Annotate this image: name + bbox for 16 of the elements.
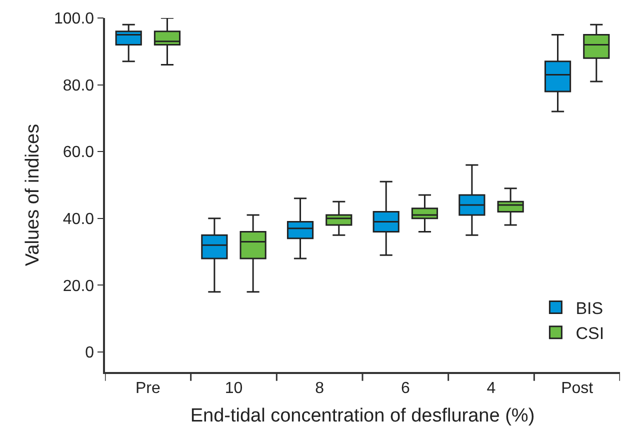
y-tick-label: 0 [85,344,94,362]
x-tick-label: 4 [486,380,496,397]
legend-label: CSI [576,324,604,344]
x-tick-label: Pre [135,380,160,397]
x-axis-title: End-tidal concentration of desflurane (%) [190,405,535,426]
x-tick-label: 10 [224,380,243,397]
y-tick-label: 80.0 [62,77,94,94]
legend-label: BIS [576,298,604,318]
x-tick-label: 6 [400,380,410,397]
y-tick-label: 40.0 [62,210,94,228]
y-tick-label: 20.0 [62,278,94,295]
y-axis-title: Values of indices [22,124,44,266]
y-tick-label: 100.0 [54,10,94,28]
x-tick-label: Post [561,380,594,397]
y-tick-label: 60.0 [62,144,94,162]
x-tick-label: 8 [315,380,324,397]
